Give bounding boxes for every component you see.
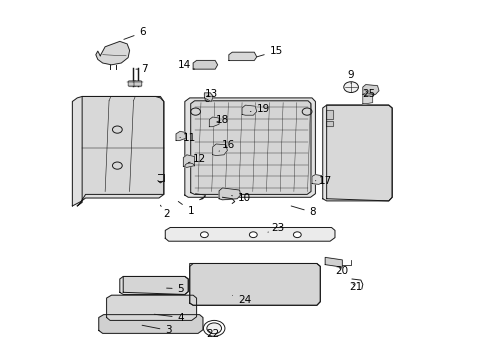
Polygon shape [322,105,391,201]
Text: 25: 25 [362,89,375,99]
Text: 5: 5 [166,284,184,294]
Polygon shape [72,96,163,206]
Polygon shape [183,155,194,167]
Polygon shape [228,52,256,60]
FancyBboxPatch shape [128,81,136,86]
Polygon shape [325,121,332,126]
Polygon shape [165,228,334,241]
Polygon shape [120,276,188,294]
Text: 21: 21 [348,282,362,292]
Circle shape [293,232,301,238]
Polygon shape [123,276,188,294]
Text: 22: 22 [205,329,219,339]
Text: 11: 11 [180,132,196,143]
Polygon shape [204,93,213,102]
Polygon shape [325,257,342,267]
Text: 24: 24 [232,294,251,305]
Polygon shape [326,105,391,201]
Text: 12: 12 [188,154,206,164]
Polygon shape [193,60,217,69]
Circle shape [206,323,221,334]
Circle shape [200,232,208,238]
Polygon shape [190,101,310,194]
Text: 10: 10 [231,193,250,203]
Text: 1: 1 [178,202,194,216]
Text: 23: 23 [267,222,284,233]
Text: 7: 7 [136,64,147,74]
Text: 6: 6 [123,27,146,39]
Polygon shape [77,96,163,206]
Polygon shape [212,144,227,156]
Polygon shape [106,295,196,320]
Polygon shape [189,264,320,305]
Text: 3: 3 [142,325,172,336]
Text: 4: 4 [154,312,184,323]
Text: 20: 20 [335,266,348,276]
Text: 14: 14 [178,60,194,70]
Text: 18: 18 [215,114,229,125]
Polygon shape [96,41,129,65]
Text: 19: 19 [250,104,269,114]
Polygon shape [311,175,321,184]
Polygon shape [129,81,135,86]
Polygon shape [242,105,256,115]
Polygon shape [184,98,315,197]
Polygon shape [219,188,240,200]
Polygon shape [135,81,141,86]
FancyBboxPatch shape [134,81,142,86]
Text: 15: 15 [256,46,283,57]
Text: 2: 2 [160,205,169,219]
Polygon shape [362,85,378,95]
Polygon shape [362,93,372,104]
Text: 13: 13 [204,89,218,99]
Polygon shape [99,315,203,333]
Text: 17: 17 [315,176,331,186]
Text: 8: 8 [290,206,316,217]
Polygon shape [189,264,320,305]
Circle shape [249,232,257,238]
Polygon shape [176,131,185,140]
Polygon shape [209,117,219,127]
Text: 9: 9 [347,70,354,84]
Polygon shape [325,110,332,119]
Text: 16: 16 [219,140,235,151]
Circle shape [343,82,358,93]
